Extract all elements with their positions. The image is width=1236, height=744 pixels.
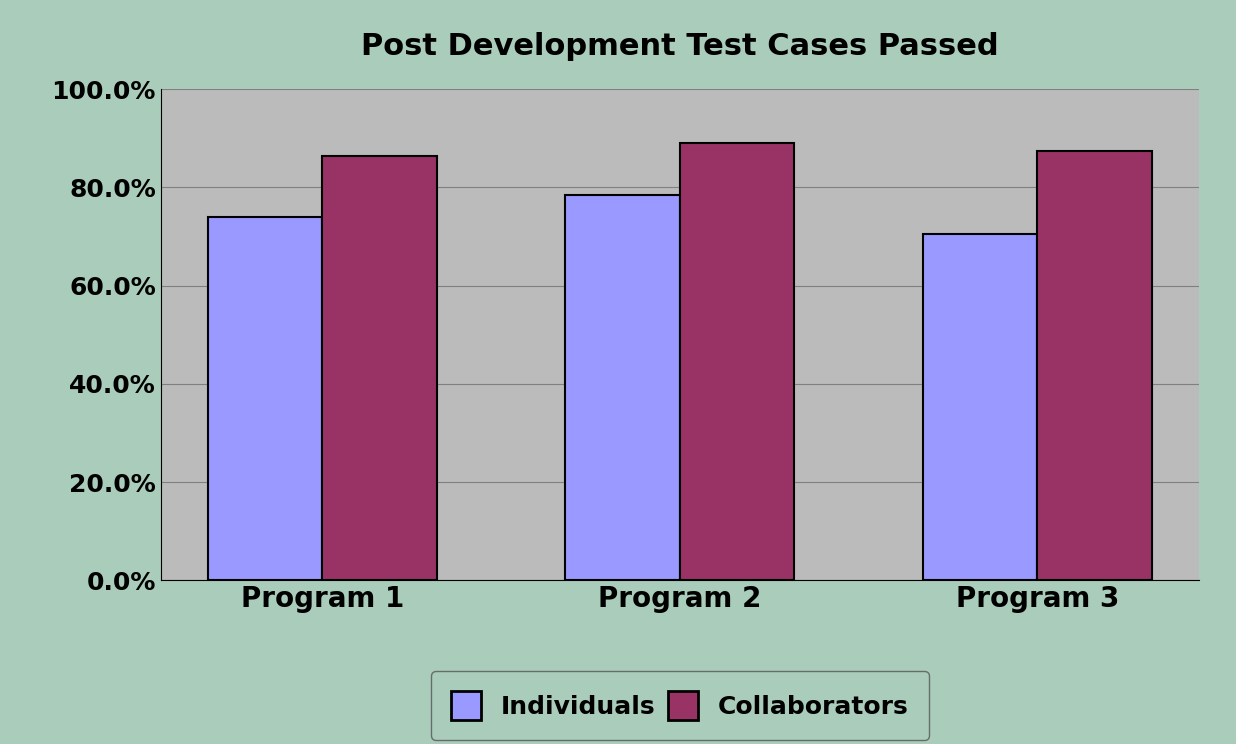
Title: Post Development Test Cases Passed: Post Development Test Cases Passed — [361, 31, 999, 60]
Bar — [923, 234, 1037, 580]
Bar — [565, 195, 680, 580]
Legend: Individuals, Collaborators: Individuals, Collaborators — [431, 671, 928, 740]
Bar — [208, 217, 323, 580]
Bar — [680, 144, 795, 580]
Bar — [323, 155, 436, 580]
Bar — [1037, 150, 1152, 580]
